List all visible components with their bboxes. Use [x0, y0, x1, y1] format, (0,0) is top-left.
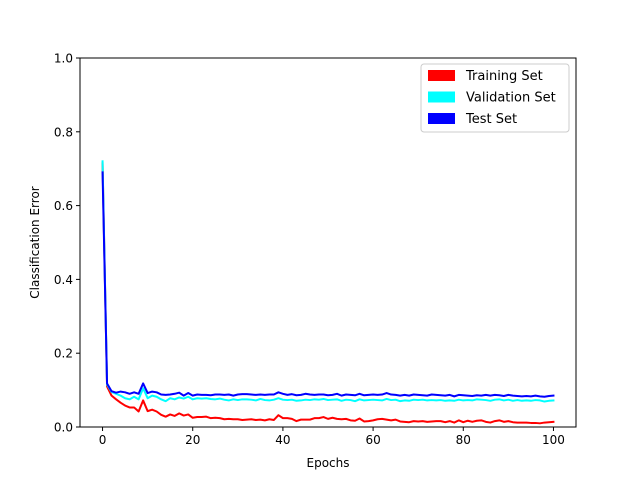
- x-tick-label: 80: [456, 433, 471, 447]
- x-tick-label: 20: [185, 433, 200, 447]
- x-axis: 0 20 40 60 80 100: [99, 427, 565, 447]
- y-axis-label: Classification Error: [28, 186, 42, 299]
- y-tick-label: 0.8: [54, 125, 73, 139]
- series-line-2: [101, 171, 555, 398]
- x-tick-label: 100: [542, 433, 565, 447]
- legend-label-0: Training Set: [465, 69, 543, 84]
- legend-swatch-0: [428, 70, 455, 81]
- legend-label-2: Test Set: [465, 112, 517, 127]
- y-axis: 0.0 0.2 0.4 0.6 0.8 1.0: [54, 52, 80, 435]
- x-tick-label: 40: [275, 433, 290, 447]
- y-tick-label: 0.4: [54, 273, 73, 287]
- legend-swatch-2: [428, 113, 455, 124]
- y-tick-label: 0.2: [54, 347, 73, 361]
- y-tick-label: 1.0: [54, 52, 73, 66]
- series-line-1: [101, 160, 555, 403]
- series-line-0: [101, 162, 555, 425]
- y-tick-label: 0.0: [54, 421, 73, 435]
- legend: Training Set Validation Set Test Set: [420, 63, 570, 133]
- legend-swatch-1: [428, 91, 455, 103]
- y-tick-label: 0.6: [54, 199, 73, 213]
- legend-frame: [420, 63, 570, 133]
- x-tick-label: 0: [99, 433, 107, 447]
- plot-area-frame: [79, 57, 577, 428]
- series-layer: [101, 160, 555, 425]
- x-axis-label: Epochs: [307, 456, 350, 470]
- x-tick-label: 60: [365, 433, 380, 447]
- legend-label-1: Validation Set: [466, 91, 556, 106]
